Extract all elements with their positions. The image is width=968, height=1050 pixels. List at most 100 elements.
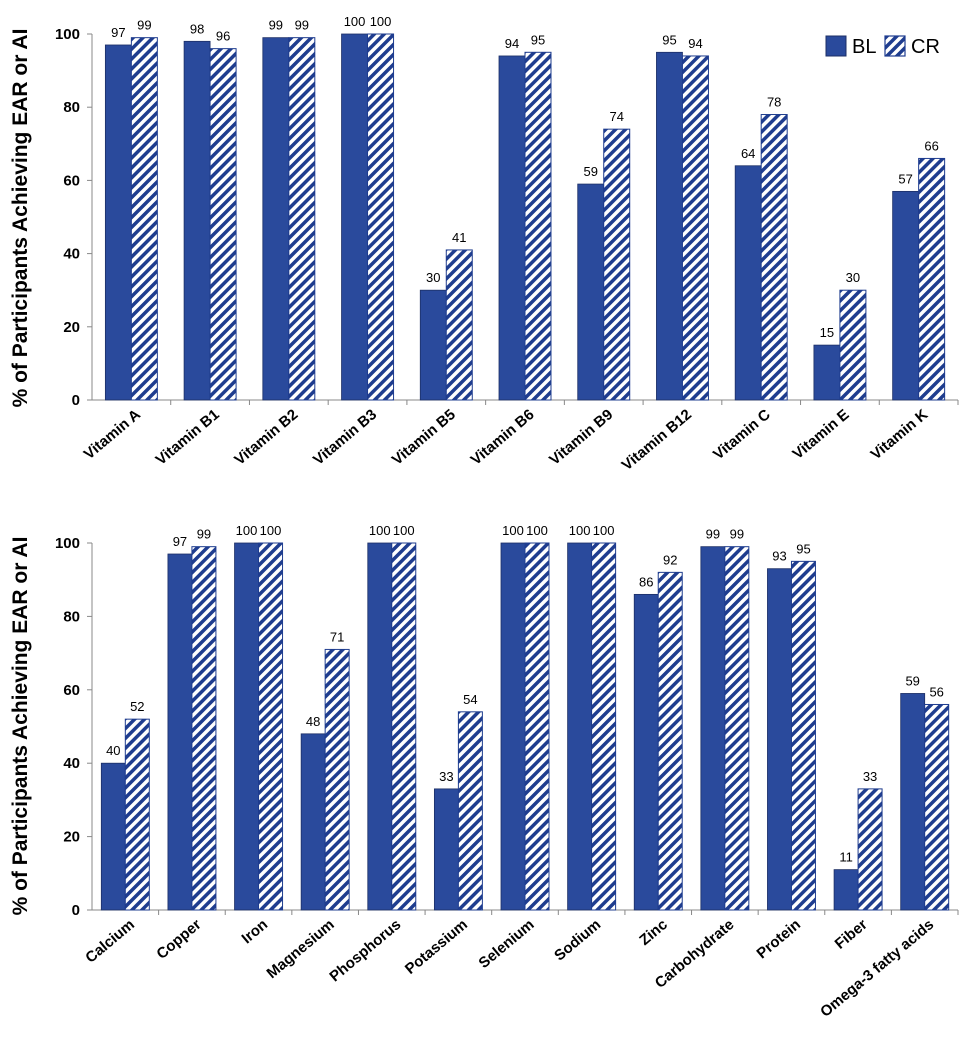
bar-cr-vitamin-e: [839, 289, 867, 401]
data-label-cr: 95: [531, 32, 545, 47]
bar-cr-vitamin-a: [130, 37, 158, 401]
category-label: Vitamin B2: [231, 406, 301, 469]
data-label-cr: 54: [463, 692, 477, 707]
data-label-cr: 99: [295, 18, 309, 33]
data-label-bl: 30: [426, 270, 440, 285]
bar-bl-phosphorus: [367, 542, 393, 911]
data-label-cr: 78: [767, 95, 781, 110]
bar-cr-selenium: [524, 542, 550, 911]
y-tick-label: 60: [63, 682, 80, 699]
category-label: Vitamin K: [867, 406, 931, 463]
category-label: Vitamin B12: [619, 406, 695, 474]
legend-swatch-cr: [884, 35, 906, 57]
data-label-cr: 100: [526, 523, 548, 538]
category-label: Vitamin A: [81, 406, 144, 463]
bar-bl-vitamin-b1: [183, 40, 211, 401]
data-label-cr: 100: [593, 523, 615, 538]
bar-bl-selenium: [500, 542, 526, 911]
minerals-macronutrients-chart: % of Participants Achieving EAR or AI 0 2…: [9, 523, 959, 1021]
data-label-cr: 56: [929, 684, 943, 699]
bar-bl-sodium: [567, 542, 593, 911]
category-label: Vitamin E: [789, 406, 852, 463]
data-label-bl: 100: [344, 14, 366, 29]
bar-bl-iron: [234, 542, 259, 911]
legend-label-cr: CR: [911, 36, 940, 58]
data-label-bl: 59: [583, 164, 597, 179]
category-label: Iron: [238, 916, 271, 947]
data-label-bl: 64: [741, 146, 755, 161]
data-label-cr: 100: [260, 523, 282, 538]
category-label: Sodium: [551, 916, 604, 964]
data-label-bl: 95: [662, 32, 676, 47]
bar-bl-vitamin-b6: [498, 55, 526, 401]
category-label: Zinc: [636, 916, 671, 949]
bar-cr-vitamin-b6: [524, 51, 552, 401]
data-label-bl: 99: [269, 18, 283, 33]
bar-cr-carbohydrate: [724, 546, 750, 911]
legend-swatch-bl: [825, 35, 847, 57]
y-tick-label: 80: [63, 99, 80, 116]
data-label-bl: 93: [772, 549, 786, 564]
data-label-cr: 66: [924, 138, 938, 153]
data-label-bl: 98: [190, 21, 204, 36]
bar-cr-vitamin-b9: [603, 128, 631, 401]
bar-cr-vitamin-b5: [445, 249, 473, 401]
bar-bl-vitamin-e: [813, 344, 841, 401]
bar-bl-vitamin-b2: [262, 37, 290, 401]
category-label: Omega-3 fatty acids: [817, 916, 937, 1021]
y-tick-label: 0: [72, 902, 80, 919]
bar-cr-vitamin-c: [760, 114, 788, 401]
bar-bl-protein: [767, 568, 792, 911]
data-label-cr: 100: [370, 14, 392, 29]
data-label-bl: 11: [839, 850, 853, 865]
category-label: Calcium: [82, 916, 138, 967]
data-label-cr: 92: [663, 552, 677, 567]
bar-bl-magnesium: [300, 733, 326, 911]
bar-bl-zinc: [633, 593, 659, 911]
data-label-cr: 30: [846, 270, 860, 285]
legend-label-bl: BL: [852, 36, 876, 58]
category-label: Vitamin C: [710, 406, 774, 463]
bar-bl-copper: [167, 553, 193, 911]
y-tick-label: 40: [63, 755, 80, 772]
y-tick-label: 20: [63, 829, 80, 846]
bar-bl-omega-3-fatty-acids: [900, 693, 926, 911]
data-label-bl: 48: [306, 714, 320, 729]
bar-cr-vitamin-k: [918, 157, 946, 401]
data-label-bl: 57: [898, 171, 912, 186]
bar-cr-omega-3-fatty-acids: [924, 703, 950, 911]
bar-bl-vitamin-b9: [577, 183, 605, 401]
data-label-cr: 99: [137, 18, 151, 33]
category-label: Copper: [153, 916, 204, 963]
bar-bl-potassium: [433, 788, 459, 911]
data-label-cr: 33: [863, 769, 877, 784]
data-label-bl: 100: [502, 523, 524, 538]
category-label: Protein: [754, 916, 805, 962]
category-label: Selenium: [476, 916, 538, 972]
bar-bl-carbohydrate: [700, 546, 726, 911]
category-label: Potassium: [402, 916, 471, 978]
data-label-bl: 97: [173, 534, 187, 549]
data-label-bl: 59: [905, 673, 919, 688]
category-label: Vitamin B1: [153, 406, 223, 469]
data-label-cr: 96: [216, 29, 230, 44]
data-label-cr: 41: [452, 230, 466, 245]
bar-cr-phosphorus: [391, 542, 417, 911]
y-axis-title-top: % of Participants Achieving EAR or AI: [9, 29, 32, 408]
bar-cr-fiber: [857, 788, 883, 911]
category-label: Fiber: [832, 916, 871, 953]
data-label-cr: 94: [688, 36, 702, 51]
bar-bl-vitamin-a: [104, 44, 132, 401]
y-axis-title-bottom: % of Participants Achieving EAR or AI: [9, 537, 32, 916]
data-label-bl: 94: [505, 36, 519, 51]
bar-bl-vitamin-b3: [341, 33, 368, 401]
y-tick-label: 100: [55, 535, 80, 552]
data-label-bl: 100: [569, 523, 591, 538]
data-label-cr: 95: [796, 541, 810, 556]
bar-cr-vitamin-b2: [288, 37, 316, 401]
category-label: Vitamin B5: [389, 406, 459, 469]
data-label-bl: 15: [820, 325, 834, 340]
data-label-cr: 74: [609, 109, 623, 124]
data-label-bl: 97: [111, 25, 125, 40]
